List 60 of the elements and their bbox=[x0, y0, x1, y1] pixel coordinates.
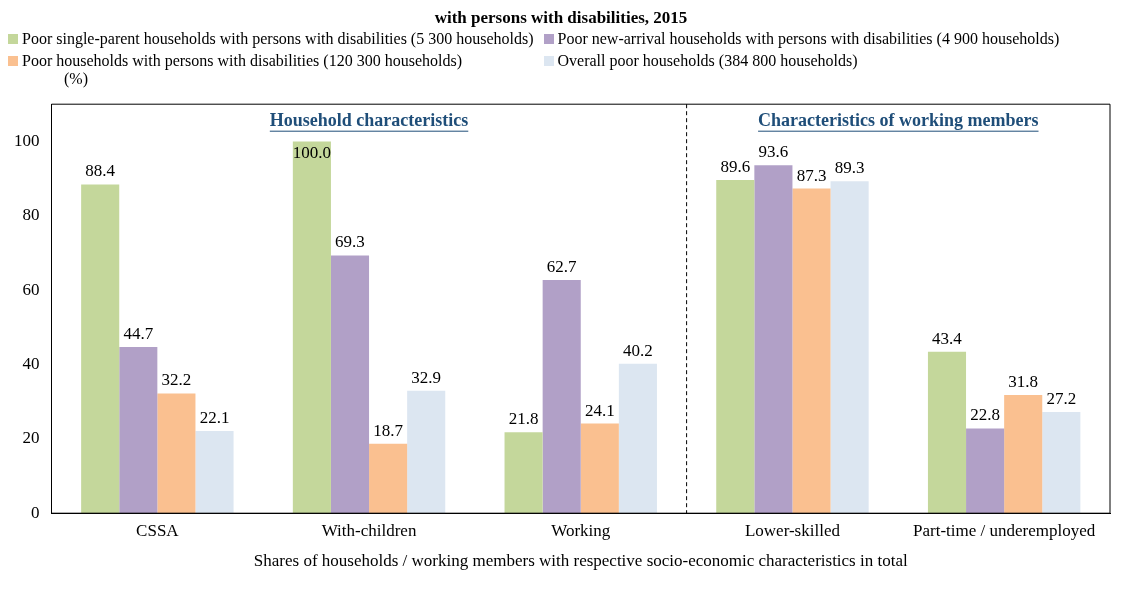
data-label: 18.7 bbox=[373, 420, 404, 440]
y-tick-label: 20 bbox=[22, 428, 40, 448]
bar bbox=[195, 431, 234, 514]
x-tick-label: Lower-skilled bbox=[744, 520, 841, 540]
data-label: 21.8 bbox=[508, 409, 539, 429]
bar bbox=[580, 423, 619, 514]
bar bbox=[119, 347, 158, 514]
data-label: 40.2 bbox=[623, 340, 653, 360]
data-label: 43.4 bbox=[932, 328, 963, 348]
data-label: 27.2 bbox=[1046, 389, 1077, 409]
chart-title: with persons with disabilities, 2015 bbox=[433, 8, 689, 28]
data-label: 62.7 bbox=[546, 257, 578, 277]
data-label: 93.6 bbox=[758, 142, 789, 162]
y-tick-label: 60 bbox=[22, 279, 40, 299]
bar bbox=[792, 188, 831, 514]
bar bbox=[407, 390, 446, 514]
bar bbox=[1004, 394, 1043, 514]
data-label: 88.4 bbox=[85, 161, 116, 181]
data-label: 100.0 bbox=[292, 143, 332, 163]
bar bbox=[966, 428, 1005, 514]
legend-label: Overall poor households (384 800 households) bbox=[557, 52, 858, 70]
bar bbox=[504, 432, 543, 514]
legend-label: Poor new-arrival households with persons with disabilities (4 900 households) bbox=[557, 30, 1060, 48]
x-tick-label: With-children bbox=[321, 520, 417, 540]
data-label: 69.3 bbox=[335, 232, 365, 252]
x-axis-title: Shares of households / working members with respective socio-economic characteristics in total bbox=[253, 551, 908, 571]
y-tick-label: 80 bbox=[22, 205, 40, 225]
bar bbox=[157, 393, 196, 514]
bar bbox=[716, 180, 755, 514]
x-tick-label: Working bbox=[551, 520, 611, 540]
data-label: 22.8 bbox=[970, 405, 1000, 425]
y-tick-label: 0 bbox=[31, 502, 40, 522]
annotation: Household characteristics bbox=[269, 109, 469, 130]
annotation: Characteristics of working members bbox=[758, 109, 1039, 130]
y-axis-title: (%) bbox=[64, 70, 89, 88]
data-label: 89.3 bbox=[834, 158, 865, 178]
bar bbox=[292, 141, 331, 514]
bar bbox=[81, 184, 120, 514]
data-label: 32.9 bbox=[411, 367, 442, 387]
y-tick-label: 100 bbox=[14, 130, 40, 150]
data-label: 32.2 bbox=[161, 370, 192, 390]
legend-label: Poor single-parent households with persons with disabilities (5 300 households) bbox=[22, 30, 534, 48]
data-label: 44.7 bbox=[123, 323, 154, 343]
x-tick-label: CSSA bbox=[136, 520, 180, 540]
bar bbox=[542, 280, 581, 514]
data-label: 87.3 bbox=[796, 165, 827, 185]
x-tick-label: Part-time / underemployed bbox=[913, 520, 1096, 540]
y-tick-label: 40 bbox=[22, 353, 40, 373]
data-label: 22.1 bbox=[199, 408, 230, 427]
bar bbox=[369, 443, 408, 514]
data-label: 89.6 bbox=[720, 157, 751, 177]
bar bbox=[927, 351, 967, 514]
bar bbox=[1042, 412, 1081, 514]
bar bbox=[830, 181, 869, 514]
bar bbox=[330, 255, 370, 514]
data-label: 31.8 bbox=[1008, 371, 1039, 391]
data-label: 24.1 bbox=[584, 400, 615, 420]
bar bbox=[754, 165, 793, 514]
legend-label: Poor households with persons with disabilities (120 300 households) bbox=[22, 52, 462, 70]
bar bbox=[618, 363, 657, 514]
